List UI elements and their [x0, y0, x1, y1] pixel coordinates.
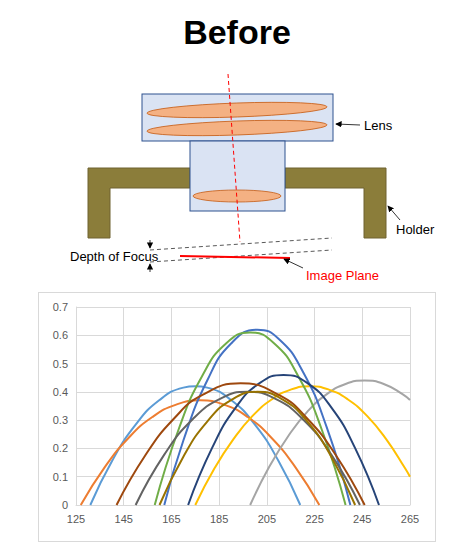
svg-text:0.3: 0.3 [53, 414, 68, 426]
svg-text:0.6: 0.6 [53, 329, 68, 341]
svg-text:0.1: 0.1 [53, 471, 68, 483]
svg-text:Holder: Holder [396, 222, 435, 237]
svg-text:245: 245 [353, 513, 371, 525]
svg-text:125: 125 [67, 513, 85, 525]
svg-text:Depth of Focus: Depth of Focus [70, 249, 159, 264]
svg-text:0.4: 0.4 [53, 386, 68, 398]
svg-text:205: 205 [258, 513, 276, 525]
svg-text:0.5: 0.5 [53, 358, 68, 370]
svg-text:265: 265 [401, 513, 419, 525]
svg-text:Lens: Lens [364, 118, 393, 133]
svg-text:165: 165 [162, 513, 180, 525]
svg-text:0: 0 [62, 499, 68, 511]
svg-text:225: 225 [305, 513, 323, 525]
svg-text:0.7: 0.7 [53, 301, 68, 313]
svg-text:0.2: 0.2 [53, 442, 68, 454]
html-text:Before: Before [183, 13, 291, 51]
svg-text:145: 145 [115, 513, 133, 525]
svg-text:185: 185 [210, 513, 228, 525]
svg-text:Image Plane: Image Plane [306, 268, 379, 283]
